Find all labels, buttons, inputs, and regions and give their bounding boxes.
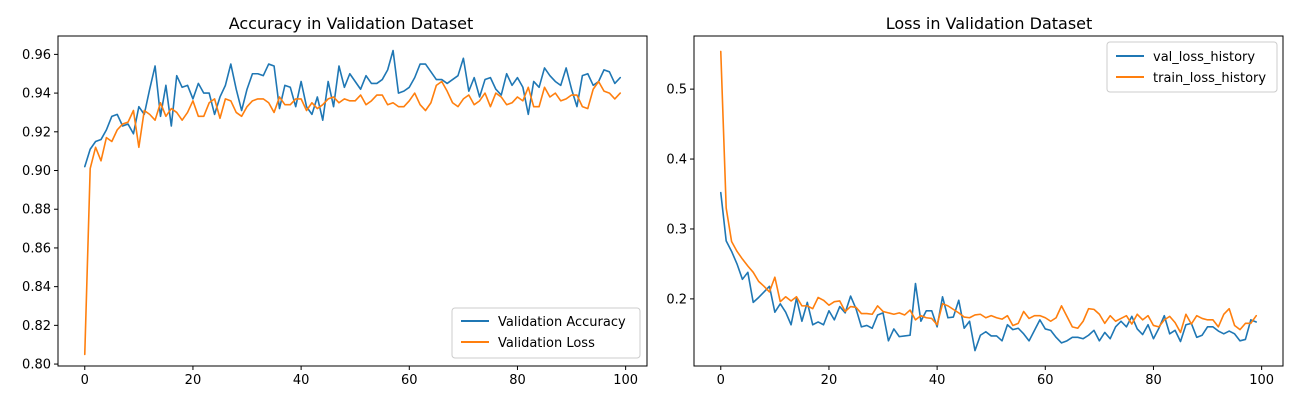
legend-label-val-loss-history: val_loss_history <box>1153 50 1255 65</box>
accuracy-y-tick-label: 0.96 <box>22 48 51 63</box>
loss-y-tick-label: 0.4 <box>666 153 687 168</box>
accuracy-x-tick-label: 40 <box>293 373 310 388</box>
loss-x-tick-label: 100 <box>1249 373 1274 388</box>
accuracy-y-tick-label: 0.90 <box>22 164 51 179</box>
accuracy-chart: Accuracy in Validation Dataset 0 20 40 60 80… <box>22 14 648 388</box>
legend-label-validation-accuracy: Validation Accuracy <box>498 315 626 330</box>
series-line-val-loss-history <box>719 191 1258 352</box>
accuracy-y-tick-label: 0.92 <box>22 125 51 140</box>
accuracy-legend-box <box>451 307 641 359</box>
accuracy-y-tick-label: 0.94 <box>22 87 51 102</box>
loss-axes-frame <box>693 35 1284 367</box>
accuracy-y-tick-label: 0.82 <box>22 319 51 334</box>
legend-label-train-loss-history: train_loss_history <box>1153 71 1266 86</box>
accuracy-plot-area: 0 20 40 60 80 100 0.80 0.82 0.84 0.86 0.88 0.90 0.92… <box>22 48 638 388</box>
series-line-validation-loss <box>83 80 622 356</box>
loss-chart-title: Loss in Validation Dataset <box>886 14 1093 33</box>
loss-x-tick-label: 80 <box>1145 373 1162 388</box>
loss-plot-area: 0 20 40 60 80 100 0.2 0.3 0.4 0.5 <box>666 50 1274 388</box>
accuracy-x-tick-label: 80 <box>509 373 526 388</box>
legend-label-validation-loss: Validation Loss <box>498 336 595 351</box>
loss-x-tick-label: 60 <box>1037 373 1054 388</box>
accuracy-y-tick-label: 0.80 <box>22 358 51 373</box>
loss-legend-box <box>1106 41 1278 93</box>
loss-x-tick-label: 0 <box>717 373 725 388</box>
accuracy-x-tick-label: 20 <box>185 373 202 388</box>
series-line-train-loss-history <box>719 50 1258 334</box>
accuracy-y-tick-label: 0.86 <box>22 241 51 256</box>
loss-y-tick-label: 0.3 <box>666 222 687 237</box>
loss-x-tick-label: 20 <box>821 373 838 388</box>
accuracy-x-tick-label: 60 <box>401 373 418 388</box>
loss-legend: val_loss_history train_loss_history <box>1106 41 1278 93</box>
loss-y-tick-label: 0.5 <box>666 83 687 98</box>
loss-y-tick-label: 0.2 <box>666 292 687 307</box>
accuracy-y-tick-label: 0.84 <box>22 280 51 295</box>
accuracy-legend: Validation Accuracy Validation Loss <box>451 307 641 359</box>
accuracy-axes-frame <box>57 35 648 367</box>
accuracy-y-tick-label: 0.88 <box>22 203 51 218</box>
accuracy-chart-title: Accuracy in Validation Dataset <box>229 14 474 33</box>
loss-x-tick-label: 40 <box>929 373 946 388</box>
loss-chart: Loss in Validation Dataset 0 20 40 60 80 1000… <box>666 14 1284 388</box>
accuracy-x-tick-label: 100 <box>613 373 638 388</box>
accuracy-x-tick-label: 0 <box>81 373 89 388</box>
